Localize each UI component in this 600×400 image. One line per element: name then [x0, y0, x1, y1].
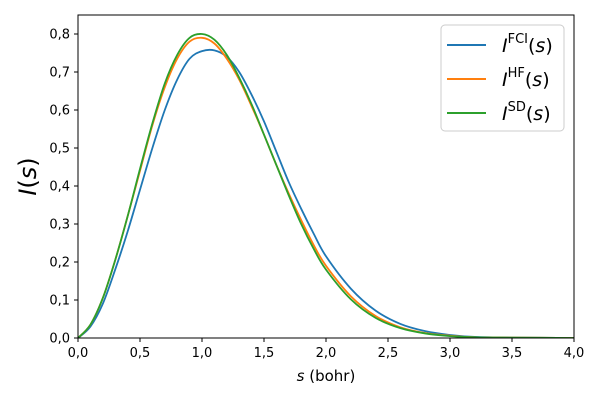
y-tick-label: 0,4: [49, 180, 70, 195]
x-tick-label: 0,0: [68, 346, 89, 361]
x-axis-label: s (bohr): [297, 367, 356, 385]
x-tick-label: 3,5: [502, 346, 523, 361]
x-axis-label-unit: (bohr): [304, 367, 355, 385]
y-axis-label: I(s): [14, 157, 42, 195]
y-tick-label: 0,1: [49, 294, 70, 309]
series-line-fci: [78, 48, 574, 338]
legend-box: [440, 24, 565, 132]
legend-item-hf: IHF(s): [447, 66, 550, 91]
y-tick-label: 0,2: [49, 256, 70, 271]
y-axis-label-paren: (: [14, 179, 42, 188]
y-tick-label: 0,6: [49, 104, 70, 119]
y-tick-label: 0,7: [49, 66, 70, 81]
legend-label: ISD(s): [502, 100, 551, 125]
y-tick-label: 0,8: [49, 28, 70, 43]
y-axis-label-paren: ): [14, 157, 42, 166]
legend-label: IFCI(s): [502, 32, 553, 57]
x-tick-label: 1,5: [254, 346, 275, 361]
y-axis-label-symbol: I: [14, 189, 42, 196]
x-tick-label: 1,0: [192, 346, 213, 361]
x-tick-label: 3,0: [440, 346, 461, 361]
x-tick-label: 0,5: [130, 346, 151, 361]
series-line-sd: [78, 33, 574, 338]
legend-item-sd: ISD(s): [447, 100, 551, 125]
y-tick-label: 0,0: [49, 332, 70, 347]
x-tick-label: 4,0: [564, 346, 585, 361]
legend-label: IHF(s): [502, 66, 550, 91]
legend: IFCI(s) IHF(s) ISD(s): [440, 24, 565, 132]
y-tick-label: 0,3: [49, 218, 70, 233]
x-axis-label-variable: s: [297, 367, 305, 385]
legend-item-fci: IFCI(s): [447, 32, 553, 57]
y-tick-label: 0,5: [49, 142, 70, 157]
x-tick-label: 2,5: [378, 346, 399, 361]
y-axis-label-arg: s: [14, 167, 42, 180]
x-tick-label: 2,0: [316, 346, 337, 361]
